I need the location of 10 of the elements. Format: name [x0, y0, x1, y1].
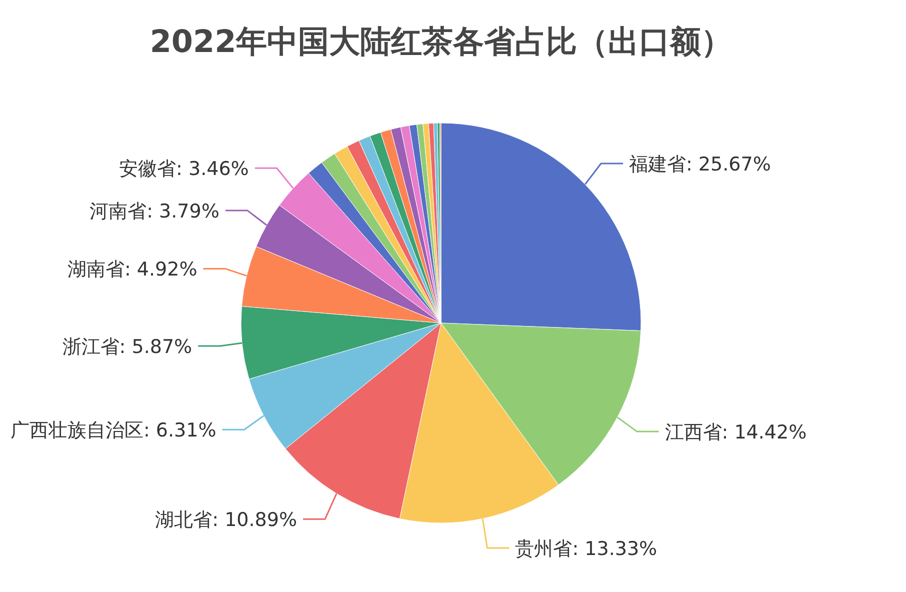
slice-label: 安徽省: 3.46%: [119, 158, 249, 180]
chart-title: 2022年中国大陆红茶各省占比（出口额）: [150, 24, 732, 60]
slice-label: 河南省: 3.79%: [90, 200, 220, 222]
slice-label: 贵州省: 13.33%: [515, 538, 658, 560]
slice-label: 福建省: 25.67%: [629, 154, 771, 176]
slice-label: 湖北省: 10.89%: [155, 509, 298, 532]
slice-label: 江西省: 14.42%: [664, 421, 807, 444]
slice-label: 浙江省: 5.87%: [62, 336, 192, 358]
slice-label: 湖南省: 4.92%: [67, 258, 198, 281]
slice-label: 广西壮族自治区: 6.31%: [10, 420, 216, 442]
